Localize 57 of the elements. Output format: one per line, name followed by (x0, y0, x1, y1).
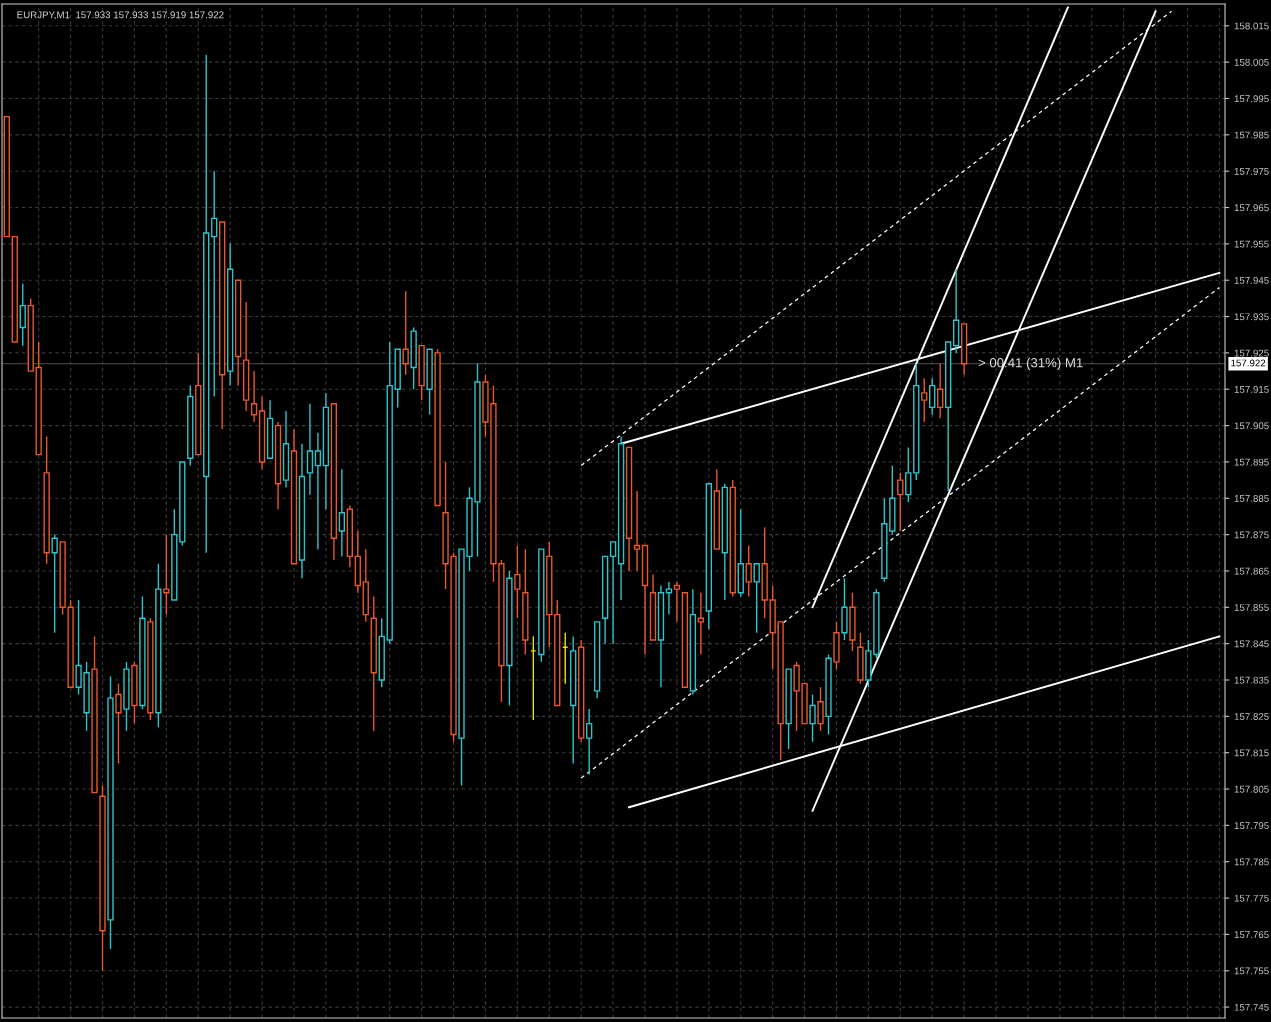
y-tick-label: 157.965 (1234, 204, 1269, 212)
y-tick-label: 157.835 (1234, 676, 1269, 684)
candlestick (370, 595, 377, 732)
candlestick (657, 584, 665, 688)
y-tick-label: 157.875 (1234, 531, 1269, 539)
candlestick (274, 421, 282, 510)
y-tick-label: 157.755 (1234, 967, 1269, 975)
y-tick-label: 157.885 (1234, 495, 1269, 502)
y-tick-label: 157.845 (1234, 640, 1269, 648)
candlestick (226, 243, 234, 387)
candlestick (354, 530, 361, 594)
candlestick (242, 301, 250, 412)
y-tick-label: 157.995 (1234, 95, 1269, 103)
candlestick (250, 370, 258, 423)
candlestick (258, 395, 266, 470)
candlestick (19, 283, 26, 347)
y-tick-label: 157.765 (1234, 931, 1269, 939)
y-tick-label: 157.865 (1234, 567, 1269, 575)
y-tick-label: 157.745 (1234, 1003, 1269, 1011)
candlestick (338, 468, 346, 558)
candlestick (306, 403, 314, 496)
candlestick (633, 490, 641, 572)
y-tick-label: 157.935 (1234, 313, 1269, 321)
ref-line-label: 157.922 (1231, 359, 1266, 367)
candlestick (282, 410, 290, 489)
annotation: EURJPY,M1 157.933 157.933 157.919 157.922 (17, 11, 224, 20)
y-tick-label: 157.955 (1234, 240, 1269, 248)
y-tick-label: 157.775 (1234, 894, 1269, 902)
candlestick (585, 708, 593, 776)
y-tick-label: 157.905 (1234, 422, 1269, 430)
candlestick (298, 443, 306, 579)
candlestick (322, 392, 330, 510)
candlestick (578, 639, 585, 743)
y-tick-label: 157.785 (1234, 858, 1269, 866)
y-tick-label: 157.815 (1234, 749, 1269, 757)
candlestick (314, 432, 322, 550)
candlestick (665, 581, 673, 616)
candlestick (203, 54, 210, 554)
y-tick-label: 158.005 (1234, 58, 1269, 66)
y-tick-label: 157.925 (1234, 349, 1269, 357)
y-tick-label: 157.825 (1234, 713, 1269, 720)
candlestick (697, 592, 705, 656)
y-tick-label: 158.015 (1234, 22, 1269, 30)
candlestick (937, 363, 944, 420)
y-tick-label: 157.805 (1234, 785, 1269, 793)
y-tick-label: 157.855 (1234, 604, 1269, 611)
candlestick (617, 435, 625, 601)
candlestick (952, 268, 960, 354)
y-tick-label: 157.985 (1234, 131, 1269, 139)
candlestick (673, 581, 681, 623)
y-tick-label: 157.895 (1234, 458, 1269, 466)
y-tick-label: 157.915 (1234, 385, 1269, 393)
candlestick (211, 170, 218, 398)
y-tick-label: 157.795 (1234, 822, 1269, 829)
y-tick-label: 157.975 (1234, 167, 1269, 175)
y-tick-label: 157.945 (1234, 276, 1269, 284)
candlestick (689, 588, 697, 696)
